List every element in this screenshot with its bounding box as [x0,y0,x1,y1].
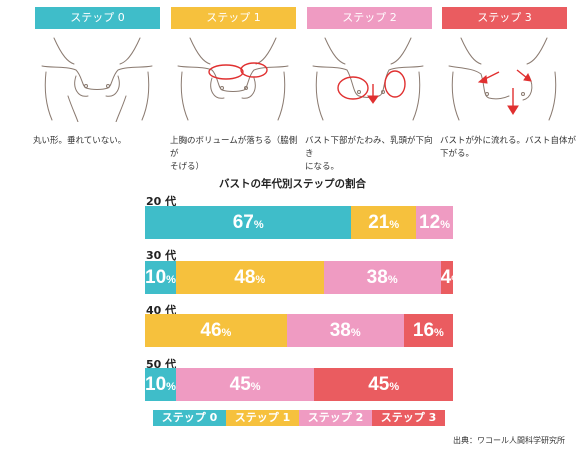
bar-row-50s: 10% 45% 45% [145,368,453,401]
bar-segment-2-step-2: 38% [286,314,404,347]
percent-unit: % [440,219,450,231]
data-label: 10 [145,267,167,288]
data-label: 16 [412,320,435,341]
data-label: 67 [232,212,254,233]
percent-unit: % [389,219,400,231]
percent-unit: % [253,219,264,231]
step-2-illustration [312,37,424,121]
age-label-40s: 40 代 [146,304,177,317]
bar-segment-2-step-1: 46% [145,314,287,347]
step-1-description: 上胸のボリュームが落ちる（脇側が そげる） [170,135,305,174]
step-1-illustration [177,37,289,121]
data-label: 45 [368,374,390,395]
step-3-desc-line-1: バストが外に流れる。バスト自体が [440,136,577,146]
step-0-desc-line-1: 丸い形。垂れていない。 [33,136,127,146]
chart-title: バストの年代別ステップの割合 [219,178,366,190]
percent-unit: % [389,381,400,393]
bar-segment-1-step-0: 10% [145,261,176,294]
percent-unit: % [255,274,266,286]
data-label: 38 [329,320,351,341]
bar-row-20s: 67% 21% 12% [145,206,453,239]
percent-unit: % [350,327,361,339]
step-0-description: 丸い形。垂れていない。 [33,135,163,148]
step-3-illustration [448,37,557,121]
data-label: 38 [366,267,388,288]
step-0-badge: ステップ 0 [35,7,160,29]
legend-step-2: ステップ 2 [299,410,372,426]
bar-segment-1-step-3: 4% [440,261,453,294]
data-label: 46 [200,320,222,341]
legend-step-3: ステップ 3 [372,410,445,426]
bar-segment-1-step-1: 48% [175,261,324,294]
legend-step-1: ステップ 1 [226,410,299,426]
legend-step-0: ステップ 0 [153,410,226,426]
bar-row-30s: 10%48%38%4% [145,261,453,294]
bar-segment-3-step-0: 10% [145,368,176,401]
source-note: 出典：ワコール人間科学研究所 [453,436,565,445]
bar-segment-2-step-3: 16% [403,314,453,347]
step-2-desc-line-1: バスト下部がたわみ、乳頭が下向き [305,136,433,159]
percent-unit: % [250,381,261,393]
step-2-desc-line-2: になる。 [305,162,340,172]
age-label-30s: 30 代 [146,249,177,262]
step-1-desc-line-1: 上胸のボリュームが落ちる（脇側が [170,136,298,159]
step-3-description: バストが外に流れる。バスト自体が 下がる。 [440,135,580,161]
step-1-badge: ステップ 1 [171,7,296,29]
step-1-desc-line-2: そげる） [170,162,205,172]
bar-segment-3-step-2: 45% [175,368,315,401]
bar-segment-0-step-0: 67% [145,206,352,239]
percent-unit: % [166,274,176,286]
data-label: 4 [440,267,452,288]
step-3-desc-line-2: 下がる。 [440,149,475,159]
age-label-50s: 50 代 [146,358,177,371]
percent-unit: % [166,381,176,393]
bar-segment-3-step-3: 45% [314,368,453,401]
data-label: 48 [234,267,256,288]
data-label: 10 [145,374,167,395]
percent-unit: % [434,327,444,339]
data-label: 21 [368,212,390,233]
step-3-badge: ステップ 3 [442,7,567,29]
percent-unit: % [387,274,398,286]
data-label: 12 [419,212,441,233]
percent-unit: % [221,327,232,339]
step-0-illustration [41,37,153,122]
bar-row-40s: 46% 38% 16% [145,314,453,347]
step-2-description: バスト下部がたわみ、乳頭が下向き になる。 [305,135,440,174]
percent-unit: % [451,274,453,286]
bar-segment-1-step-2: 38% [323,261,441,294]
bar-segment-0-step-2: 12% [416,206,453,239]
step-2-badge: ステップ 2 [307,7,432,29]
age-label-20s: 20 代 [146,195,177,208]
data-label: 45 [229,374,251,395]
bar-segment-0-step-1: 21% [351,206,417,239]
